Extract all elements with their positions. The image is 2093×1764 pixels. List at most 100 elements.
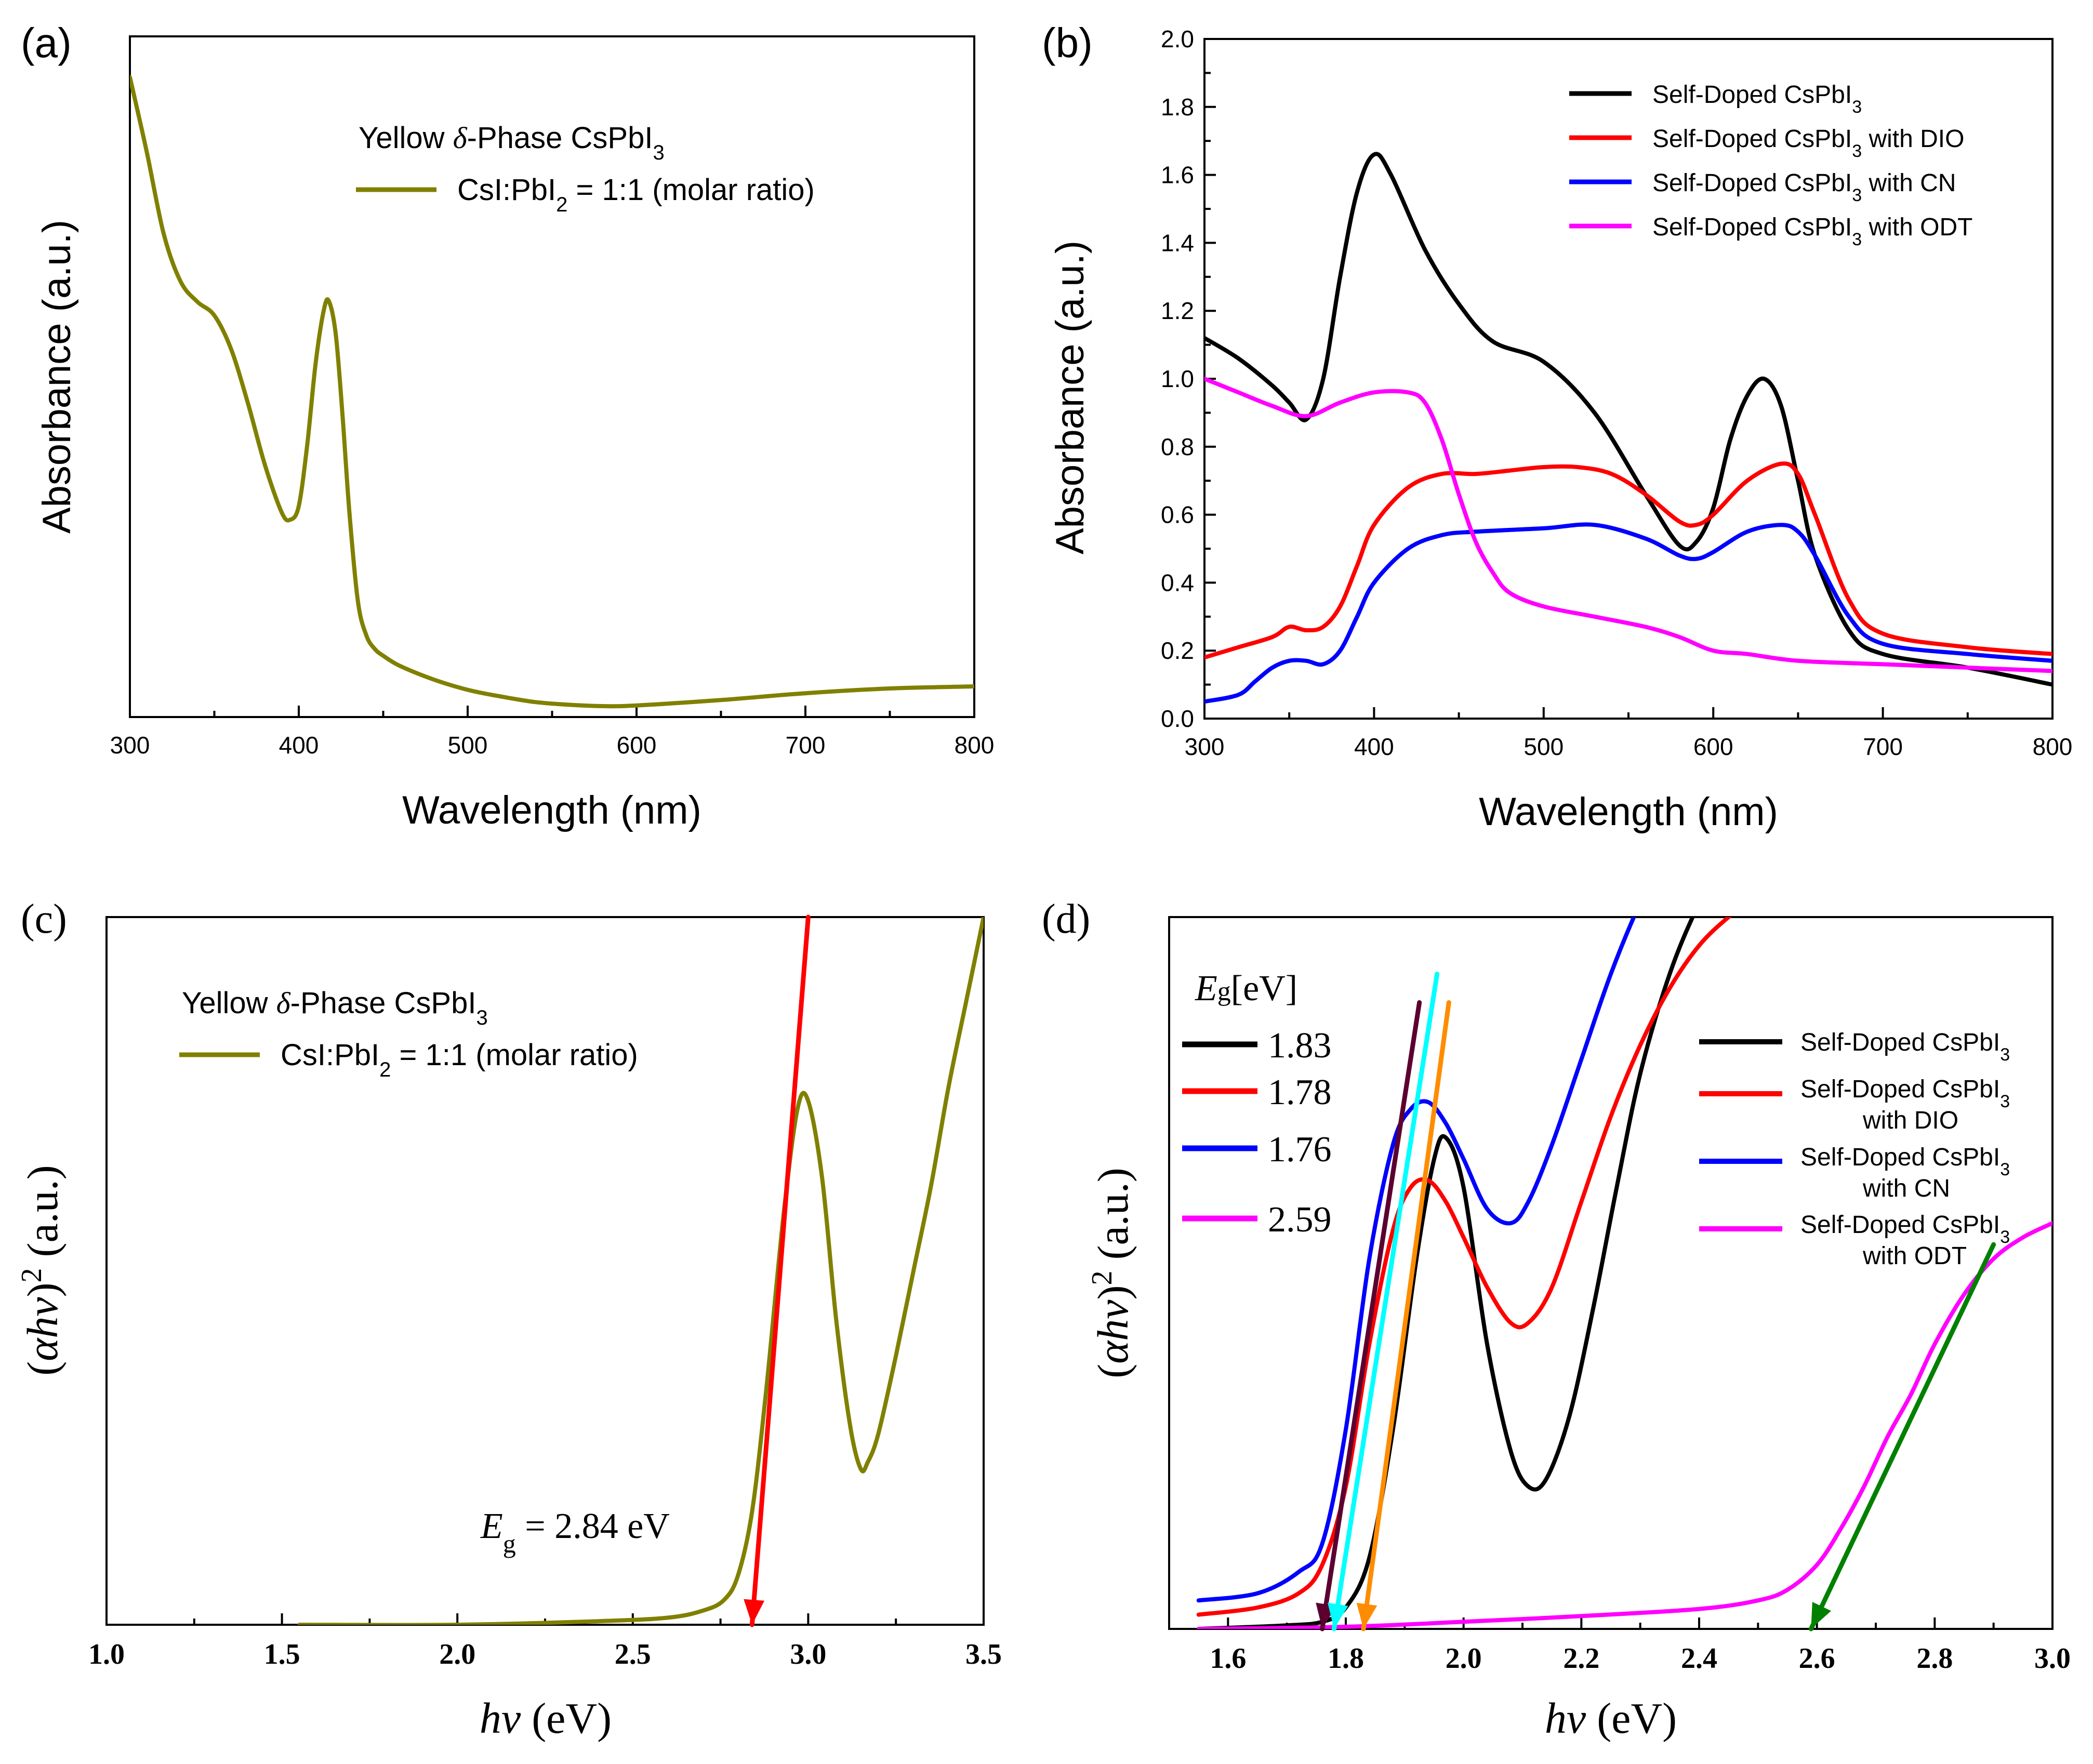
- panel-c-x-tick-label-3: 2.5: [615, 1638, 651, 1670]
- panel-d-x-tick-label-1: 1.8: [1328, 1642, 1364, 1675]
- panel-a-legend-label: CsI:PbI2 = 1:1 (molar ratio): [457, 173, 815, 216]
- panel-a-legend-title: Yellow δ-Phase CsPbI3: [359, 121, 665, 164]
- panel-c-fit-arrowhead-0: [744, 1599, 765, 1625]
- panel-b-y-tick-label-9: 1.8: [1161, 94, 1194, 121]
- panel-b-series-line-0: [1204, 152, 2052, 687]
- panel-b-y-tick-label-8: 1.6: [1161, 162, 1194, 189]
- panel-c-x-ticks: 1.0 1.5 2.0 2.5 3.0 3.5: [88, 1613, 1002, 1670]
- panel-d-fit-arrowhead-3: [1811, 1602, 1831, 1629]
- panel-b-y-tick-label-4: 0.8: [1161, 433, 1194, 460]
- panel-c-fit-line-0: [749, 914, 811, 1627]
- panel-b-x-axis-title: Wavelength (nm): [1479, 790, 1778, 834]
- panel-d-fit-line-1: [1331, 972, 1440, 1632]
- panel-c-eg-annotation: Eg = 2.84 eV: [480, 1506, 670, 1558]
- panel-d-plot-frame: [1168, 916, 2054, 1630]
- panel-c-legend-label: CsI:PbI2 = 1:1 (molar ratio): [281, 1038, 638, 1081]
- panel-b-y-tick-label-2: 0.4: [1161, 569, 1194, 596]
- panel-d-x-tick-label-2: 2.0: [1446, 1642, 1482, 1675]
- panel-d-eg-legend: Eg[eV] 1.83 1.78 1.76 2.59: [1182, 969, 1332, 1240]
- panel-b-legend-label-2: Self-Doped CsPbI3 with CN: [1652, 169, 1956, 205]
- panel-b-legend-label-0: Self-Doped CsPbI3: [1652, 81, 1862, 117]
- panel-d-eg-value-3: 2.59: [1268, 1200, 1332, 1240]
- panel-b-x-ticks: 300 400 500 600 700 800: [1185, 707, 2072, 760]
- panel-b-y-ticks: 0.0 0.2 0.4 0.6 0.8 1.0 1.2 1.4 1.6 1.8 2.0: [1161, 25, 1216, 732]
- panel-d: (d) 1.6 1.8 2.0 2.2 2.4 2.6 2.8 3.0 hv (eV) (αh…: [1042, 896, 2071, 1743]
- panel-d-eg-legend-title: Eg[eV]: [1195, 969, 1297, 1009]
- panel-c-x-tick-label-0: 1.0: [88, 1638, 125, 1670]
- panel-a-label: (a): [21, 20, 72, 66]
- panel-b: (b) 300 400 500 600 700 800 0.0 0.2 0.4 0.6 0.8 1.…: [1042, 20, 2072, 834]
- panel-a-legend: Yellow δ-Phase CsPbI3 CsI:PbI2 = 1:1 (mo…: [356, 121, 815, 216]
- panel-c: (c) 1.0 1.5 2.0 2.5 3.0 3.5 hv (eV) (αhv)2 (a…: [16, 896, 1002, 1743]
- panel-d-legend-label-2b: with CN: [1862, 1175, 1950, 1202]
- panel-c-y-axis-title: (αhv)2 (a.u.): [16, 1165, 67, 1376]
- panel-a-x-tick-label-5: 800: [955, 732, 995, 759]
- panel-d-legend-label-2: Self-Doped CsPbI3: [1800, 1144, 2010, 1179]
- panel-d-series-line-3: [1196, 1221, 2052, 1629]
- panel-a-series: [130, 75, 974, 709]
- panel-d-eg-value-2: 1.76: [1268, 1130, 1332, 1170]
- panel-b-series-line-3: [1204, 377, 2052, 673]
- panel-b-x-tick-label-1: 400: [1354, 733, 1394, 760]
- panel-b-y-tick-label-3: 0.6: [1161, 501, 1194, 528]
- panel-d-legend-label-1b: with DIO: [1862, 1107, 1958, 1134]
- panel-d-label: (d): [1042, 896, 1090, 942]
- panel-b-y-tick-label-6: 1.2: [1161, 297, 1194, 324]
- panel-c-series-line-0: [297, 917, 984, 1625]
- panel-d-fit-line-2: [1361, 1000, 1451, 1632]
- panel-c-legend: Yellow δ-Phase CsPbI3 CsI:PbI2 = 1:1 (mo…: [179, 986, 638, 1081]
- panel-a-x-tick-label-3: 600: [617, 732, 657, 759]
- panel-d-fit-line-3: [1808, 1242, 1996, 1632]
- panel-d-fit-line-0: [1320, 1000, 1422, 1632]
- panel-b-x-tick-label-3: 600: [1693, 733, 1733, 760]
- panel-b-legend: Self-Doped CsPbI3 Self-Doped CsPbI3 with…: [1569, 81, 1972, 249]
- panel-d-x-tick-label-6: 2.8: [1916, 1642, 1953, 1675]
- panel-a-y-axis-title: Absorbance (a.u.): [35, 220, 79, 534]
- panel-d-series-line-0: [1196, 917, 1695, 1629]
- panel-a-x-tick-label-0: 300: [110, 732, 150, 759]
- panel-b-x-tick-label-0: 300: [1185, 733, 1225, 760]
- panel-b-y-tick-label-10: 2.0: [1161, 25, 1194, 52]
- panel-d-fit-arrowhead-1: [1328, 1602, 1348, 1629]
- panel-c-x-tick-label-5: 3.5: [965, 1638, 1002, 1670]
- panel-d-x-tick-label-3: 2.2: [1563, 1642, 1599, 1675]
- panel-b-y-tick-label-7: 1.4: [1161, 229, 1194, 256]
- panel-d-fit-arrowhead-2: [1356, 1602, 1377, 1629]
- panel-a-x-ticks: 300 400 500 600 700 800: [110, 706, 995, 759]
- panel-b-y-axis-title: Absorbance (a.u.): [1048, 241, 1092, 554]
- panel-c-x-tick-label-4: 3.0: [790, 1638, 826, 1670]
- panel-d-x-tick-label-5: 2.6: [1799, 1642, 1835, 1675]
- panel-d-legend: Self-Doped CsPbI3 Self-Doped CsPbI3 with…: [1699, 1029, 2010, 1270]
- panel-c-x-tick-label-1: 1.5: [264, 1638, 300, 1670]
- panel-b-x-tick-label-4: 700: [1863, 733, 1903, 760]
- panel-c-x-tick-label-2: 2.0: [439, 1638, 475, 1670]
- panel-d-x-axis-title: hv (eV): [1545, 1694, 1677, 1743]
- panel-d-legend-label-1: Self-Doped CsPbI3: [1800, 1076, 2010, 1111]
- panel-b-legend-label-1: Self-Doped CsPbI3 with DIO: [1652, 125, 1964, 161]
- panel-c-label: (c): [21, 896, 67, 942]
- panel-b-legend-label-3: Self-Doped CsPbI3 with ODT: [1652, 214, 1972, 249]
- panel-d-series-line-2: [1196, 917, 1636, 1603]
- panel-a-x-axis-title: Wavelength (nm): [402, 788, 701, 832]
- panel-a-x-tick-label-4: 700: [786, 732, 826, 759]
- panel-d-fit-lines: [1316, 972, 1996, 1632]
- panel-d-x-tick-label-4: 2.4: [1681, 1642, 1717, 1675]
- panel-a: (a) 300 400 500 600 700 800 Wavelength (nm) A…: [21, 20, 994, 832]
- panel-c-legend-title: Yellow δ-Phase CsPbI3: [182, 986, 488, 1029]
- panel-b-series-line-2: [1204, 522, 2052, 704]
- panel-b-series-line-1: [1204, 461, 2052, 660]
- panel-b-y-tick-label-0: 0.0: [1161, 705, 1194, 732]
- panel-b-label: (b): [1042, 20, 1093, 66]
- panel-a-x-tick-label-2: 500: [448, 732, 488, 759]
- panel-b-series: [1204, 152, 2052, 704]
- panel-a-x-tick-label-1: 400: [279, 732, 319, 759]
- panel-b-x-tick-label-2: 500: [1524, 733, 1564, 760]
- panel-a-series-line-0: [130, 75, 974, 709]
- panel-c-x-axis-title: hv (eV): [480, 1694, 612, 1743]
- panel-d-x-ticks: 1.6 1.8 2.0 2.2 2.4 2.6 2.8 3.0: [1210, 1617, 2071, 1675]
- panel-d-y-axis-title: (αhv)2 (a.u.): [1086, 1168, 1137, 1378]
- panel-c-series: [297, 917, 984, 1625]
- panel-d-x-tick-label-0: 1.6: [1210, 1642, 1246, 1675]
- panel-d-legend-label-3b: with ODT: [1862, 1242, 1967, 1270]
